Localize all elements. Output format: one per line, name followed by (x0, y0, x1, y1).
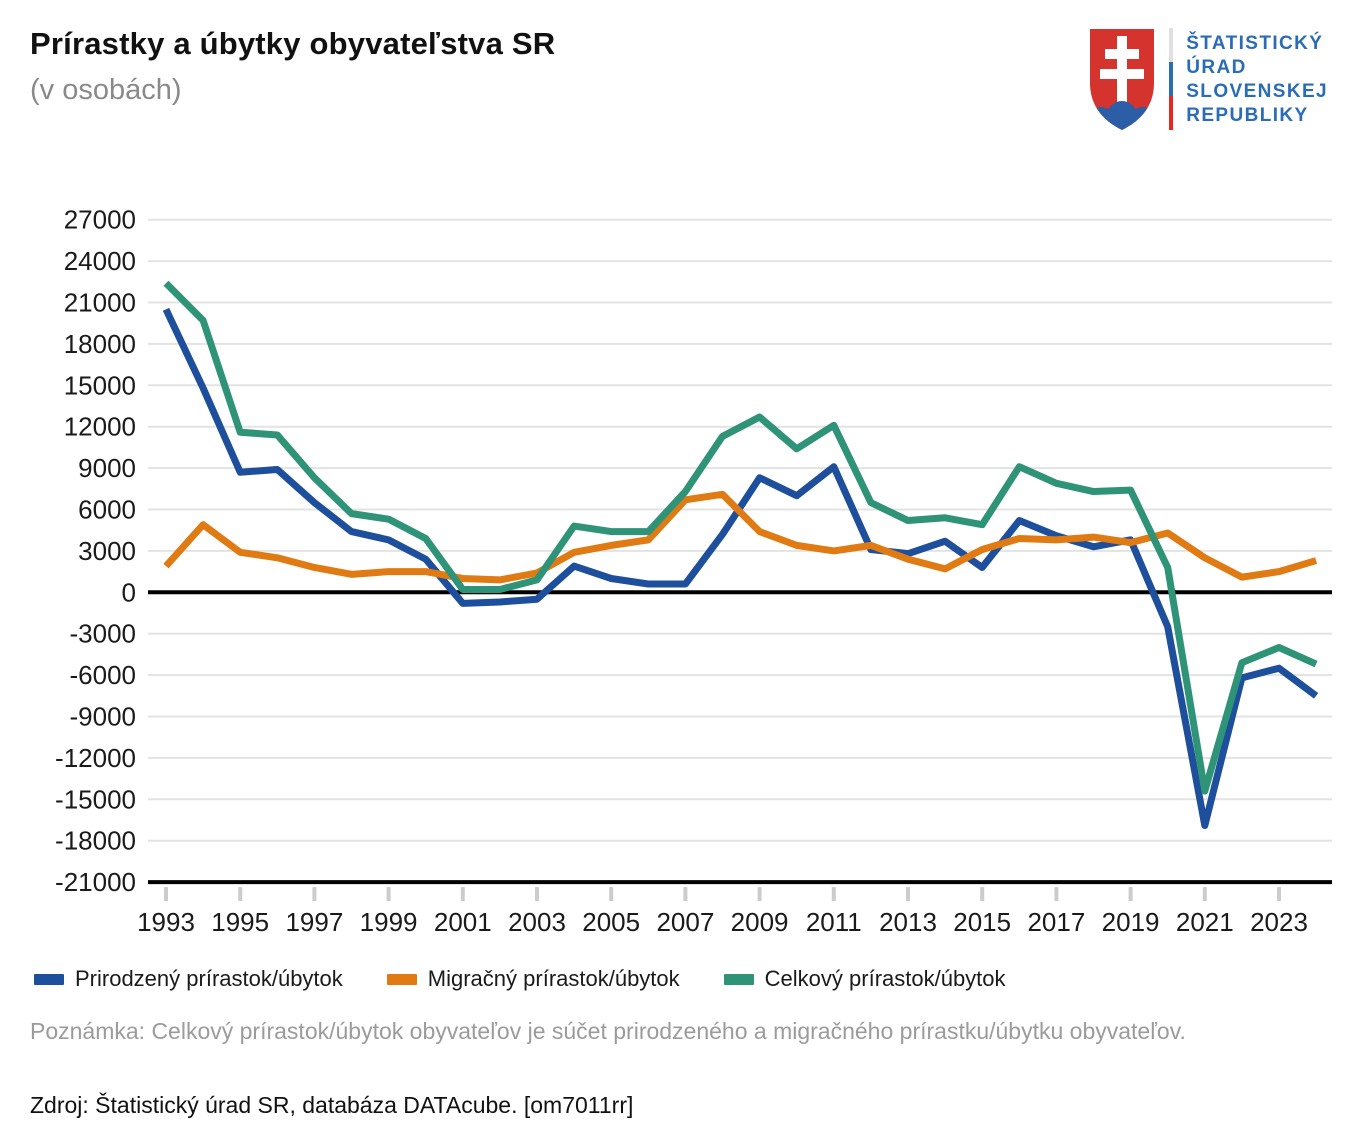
svg-text:21000: 21000 (64, 288, 136, 318)
svg-text:27000: 27000 (64, 205, 136, 235)
logo-divider (1169, 28, 1174, 130)
svg-text:2009: 2009 (731, 907, 789, 937)
migration-series-swatch-icon (386, 973, 417, 985)
chart-note: Poznámka: Celkový prírastok/úbytok obyva… (30, 1018, 1186, 1044)
svg-text:2015: 2015 (953, 907, 1011, 937)
svg-text:-9000: -9000 (70, 702, 137, 732)
logo-text-line: SLOVENSKEJ (1186, 81, 1328, 102)
logo-text-line: ÚRAD (1186, 57, 1247, 78)
legend-item-total: Celkový prírastok/úbytok (723, 966, 1006, 992)
svg-text:2007: 2007 (656, 907, 714, 937)
natural-series-swatch-icon (34, 973, 64, 985)
svg-text:2001: 2001 (434, 907, 492, 937)
svg-text:9000: 9000 (78, 453, 136, 483)
logo-text-line: REPUBLIKY (1186, 105, 1309, 126)
svg-text:0: 0 (122, 577, 136, 607)
svg-text:2021: 2021 (1176, 907, 1234, 937)
svg-text:1995: 1995 (211, 907, 269, 937)
svg-text:2017: 2017 (1027, 907, 1085, 937)
svg-text:6000: 6000 (78, 495, 136, 525)
chart-source: Zdroj: Štatistický úrad SR, databáza DAT… (30, 1092, 634, 1118)
legend-label: Celkový prírastok/úbytok (764, 966, 1006, 991)
svg-text:15000: 15000 (64, 370, 136, 400)
svg-text:-21000: -21000 (55, 867, 136, 897)
logo-text: ŠTATISTICKÝ ÚRAD SLOVENSKEJ REPUBLIKY (1186, 28, 1328, 128)
svg-text:2023: 2023 (1250, 907, 1308, 937)
svg-text:-18000: -18000 (55, 826, 136, 856)
legend-item-migration: Migračný prírastok/úbytok (386, 966, 680, 992)
logo-text-line: ŠTATISTICKÝ (1186, 33, 1324, 54)
svg-text:18000: 18000 (64, 329, 136, 359)
title-block: Prírastky a úbytky obyvateľstva SR (v os… (30, 26, 555, 107)
svg-text:1997: 1997 (285, 907, 343, 937)
svg-text:2005: 2005 (582, 907, 640, 937)
chart-legend: Prirodzený prírastok/úbytok Migračný prí… (34, 966, 1006, 992)
legend-item-natural: Prirodzený prírastok/úbytok (34, 966, 343, 992)
svg-text:24000: 24000 (64, 246, 136, 276)
svg-text:2013: 2013 (879, 907, 937, 937)
svg-text:2011: 2011 (806, 907, 862, 937)
total-series-swatch-icon (723, 973, 754, 985)
page-subtitle: (v osobách) (30, 74, 182, 106)
svg-text:-6000: -6000 (70, 660, 137, 690)
svg-text:-3000: -3000 (70, 619, 137, 649)
svg-text:3000: 3000 (78, 536, 136, 566)
population-change-line-chart: 27000 24000 21000 18000 15000 12000 9000 6000 30… (0, 190, 1362, 952)
susr-logo: ŠTATISTICKÝ ÚRAD SLOVENSKEJ REPUBLIKY (1089, 28, 1328, 136)
svg-text:-12000: -12000 (55, 743, 136, 773)
svg-text:1999: 1999 (360, 907, 418, 937)
chart-canvas: 27000 24000 21000 18000 15000 12000 9000 6000 30… (55, 205, 1332, 937)
svg-text:-15000: -15000 (55, 784, 136, 814)
svg-text:2003: 2003 (508, 907, 566, 937)
legend-label: Migračný prírastok/úbytok (427, 966, 680, 991)
legend-label: Prirodzený prírastok/úbytok (75, 966, 343, 991)
coat-of-arms-icon (1089, 28, 1155, 136)
svg-text:2019: 2019 (1102, 907, 1160, 937)
svg-text:1993: 1993 (137, 907, 195, 937)
svg-text:12000: 12000 (64, 412, 136, 442)
page-title: Prírastky a úbytky obyvateľstva SR (30, 26, 556, 61)
header: Prírastky a úbytky obyvateľstva SR (v os… (30, 26, 1328, 136)
